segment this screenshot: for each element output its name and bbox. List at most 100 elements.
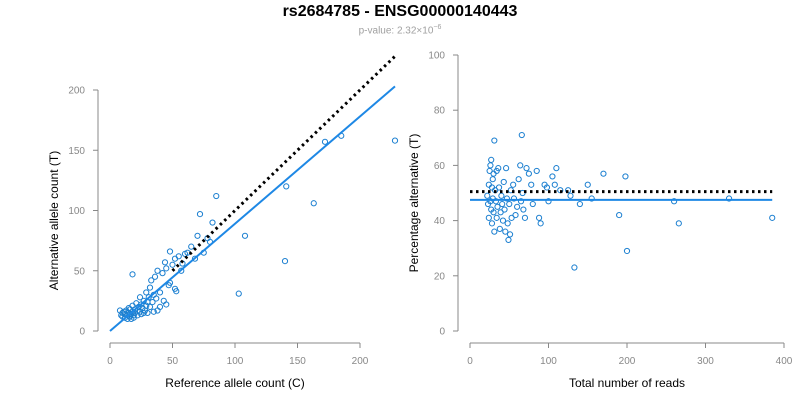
panel1-data-point	[213, 192, 220, 200]
panel2-data-point	[487, 162, 494, 169]
panel2-data-point	[485, 214, 492, 221]
panel2-data-point	[510, 195, 518, 202]
chart-title: rs2684785 - ENSG00000140443	[282, 3, 518, 20]
panel2-data-point	[623, 247, 631, 255]
panel2-data-point	[493, 214, 500, 221]
panel1-fit-line	[109, 85, 396, 332]
panel2-data-point	[506, 200, 513, 208]
panel2-data-point	[499, 217, 507, 224]
panel1-x-axis-label: Reference allele count (C)	[165, 376, 304, 390]
panel1-data-point	[143, 302, 150, 309]
panel2-data-point	[488, 156, 495, 163]
panel2-data-point	[528, 181, 535, 188]
panel2-x-tick-label: 400	[776, 356, 793, 367]
panel2-y-tick-label: 40	[434, 216, 446, 227]
panel2-data-point	[523, 165, 530, 172]
panel2-data-point	[769, 214, 776, 221]
panel1-data-point	[209, 219, 216, 226]
panel1-data-point	[235, 290, 242, 297]
panel2-x-tick-label: 200	[619, 356, 636, 367]
panel2-data-point	[543, 184, 551, 191]
p-value-text: p-value: 2.32×10	[358, 25, 434, 37]
panel2-data-point	[517, 198, 525, 205]
panel2-data-point	[616, 211, 623, 219]
panel1-data-point	[391, 137, 399, 144]
panel2-data-point	[529, 200, 536, 208]
panel2-x-tick-label: 100	[540, 356, 557, 367]
panel2-data-point	[588, 195, 595, 202]
panel2-data-point	[551, 181, 558, 188]
panel1-data-point	[159, 270, 166, 277]
panel2-data-point	[537, 220, 544, 227]
p-value-exponent: −6	[433, 24, 442, 31]
panel1-x-tick-label: 200	[352, 356, 369, 367]
panel2-data-point	[725, 195, 733, 202]
panel1-data-point	[151, 273, 159, 280]
panel2-data-point	[517, 162, 524, 169]
panel1-x-tick-label: 100	[227, 356, 244, 367]
panel1-x-tick-label: 150	[289, 356, 306, 367]
panel2-data-point	[503, 165, 510, 172]
panel1-data-point	[153, 295, 160, 302]
panel2-data-point	[506, 231, 514, 238]
panel1-data-point	[163, 265, 170, 272]
panel2-y-tick-label: 20	[434, 271, 446, 282]
panel1-data-point	[281, 258, 289, 265]
panel1-data-point	[283, 183, 290, 190]
panel2-data-point	[514, 203, 521, 210]
panel2-data-point	[571, 264, 578, 271]
panel2-data-point	[503, 195, 510, 202]
panel2-data-point	[495, 184, 503, 191]
panel1-data-point	[156, 303, 164, 310]
panel1-data-point	[178, 267, 185, 274]
panel2-data-point	[584, 181, 591, 188]
panel1-data-point	[136, 294, 144, 301]
panel2-data-point	[520, 206, 527, 213]
panel2-data-point	[512, 211, 519, 219]
panel2-data-point	[494, 203, 501, 210]
panel2-data-point	[510, 181, 517, 188]
panel1-y-tick-label: 200	[68, 86, 85, 97]
panel2-data-point	[490, 209, 497, 216]
panel1-data-point	[188, 243, 195, 250]
panel1-data-point	[175, 253, 182, 260]
panel1-data-point	[156, 289, 164, 296]
panel1-x-tick-label: 0	[107, 356, 113, 367]
panel2-data-point	[504, 220, 511, 227]
panel1-data-point	[146, 303, 154, 310]
panel2-data-point	[488, 220, 496, 227]
panel2-data-point	[515, 176, 522, 183]
panel1-data-point	[310, 200, 317, 207]
panel2-data-point	[553, 165, 560, 172]
panel2-data-point	[535, 214, 543, 221]
panel2-x-axis-label: Total number of reads	[569, 376, 685, 390]
panel2-data-point	[533, 167, 540, 175]
panel2-data-point	[496, 225, 503, 232]
panel1-data-point	[154, 267, 161, 274]
panel2-data-point	[545, 198, 552, 205]
panel2-y-tick-label: 60	[434, 161, 446, 172]
panel1-data-point	[173, 288, 180, 295]
panel1-y-tick-label: 0	[79, 327, 85, 338]
panel2-x-tick-label: 0	[467, 356, 473, 367]
panel2-y-axis-label: Percentage alternative (T)	[407, 134, 421, 273]
panel1-data-point	[143, 289, 150, 296]
panel1-data-point	[321, 138, 329, 145]
panel2-data-point	[489, 176, 496, 183]
panel2-x-tick-label: 300	[697, 356, 714, 367]
panel2-data-point	[567, 192, 574, 199]
panel2-y-tick-label: 80	[434, 106, 446, 117]
panel1-y-tick-label: 50	[74, 266, 86, 277]
panel2-data-point	[600, 170, 607, 177]
panel1-y-axis-label: Alternative allele count (T)	[47, 151, 61, 290]
panel2-data-point	[492, 198, 500, 205]
panel2-data-point	[491, 137, 498, 144]
panel1-data-point	[150, 308, 157, 315]
panel1-data-point	[163, 301, 170, 308]
panel2-data-point	[622, 173, 629, 180]
panel1-data-point	[161, 259, 169, 266]
panel1-data-point	[169, 261, 176, 268]
panel2-data-point	[671, 198, 678, 205]
panel1-data-point	[166, 248, 174, 255]
